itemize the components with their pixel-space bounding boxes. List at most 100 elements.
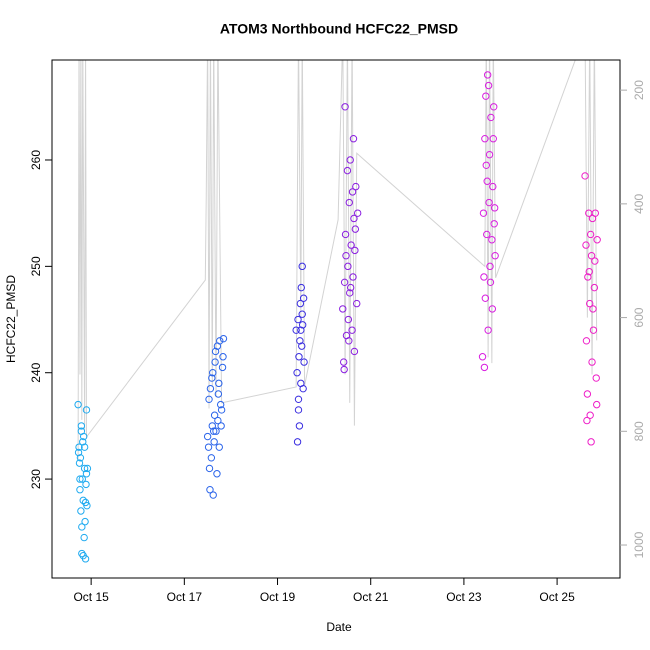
data-point (490, 204, 499, 212)
y2-tick-label: 1000 (632, 531, 646, 558)
y-tick-label: 230 (29, 469, 43, 489)
data-point (297, 326, 305, 334)
data-point (296, 299, 305, 308)
data-point (481, 294, 490, 302)
data-point (488, 305, 497, 313)
data-point (77, 427, 86, 435)
data-point (295, 353, 303, 361)
data-point (481, 135, 489, 143)
data-point (591, 209, 600, 217)
y-tick-label: 250 (29, 256, 43, 276)
data-point (210, 438, 218, 446)
data-point (582, 337, 591, 345)
data-point (353, 209, 362, 217)
data-point (350, 347, 359, 356)
data-point (343, 166, 352, 175)
data-point (217, 406, 226, 414)
data-point (589, 326, 598, 334)
data-point (339, 305, 347, 313)
x-tick-label: Oct 19 (260, 590, 296, 604)
x-tick-label: Oct 25 (539, 590, 575, 604)
data-point (582, 241, 590, 249)
x-tick-label: Oct 21 (353, 590, 389, 604)
data-point (80, 533, 88, 542)
data-point (204, 443, 213, 451)
data-point (591, 257, 599, 265)
data-point (215, 443, 223, 451)
data-point (346, 289, 354, 297)
data-point (341, 103, 349, 111)
data-point (587, 252, 596, 260)
data-point (486, 278, 495, 287)
data-point (584, 273, 592, 281)
x-axis-label: Date (326, 620, 352, 634)
data-point (74, 448, 83, 457)
x-tick-label: Oct 15 (73, 590, 109, 604)
data-point (210, 411, 219, 419)
y-tick-label: 260 (29, 150, 43, 170)
data-point (76, 475, 84, 483)
data-point (593, 236, 601, 244)
data-point (590, 283, 599, 292)
data-point (491, 252, 499, 260)
chart-title: ATOM3 Northbound HCFC22_PMSD (220, 21, 458, 37)
data-point (82, 480, 90, 489)
data-point (213, 470, 221, 478)
data-point (581, 172, 589, 180)
data-point (346, 283, 355, 292)
data-point (298, 310, 306, 318)
data-point (300, 358, 308, 366)
data-point (80, 464, 89, 473)
data-point (212, 427, 220, 435)
data-point (345, 198, 353, 207)
profile-line (77, 60, 598, 460)
data-point (482, 161, 490, 170)
data-point (298, 262, 306, 271)
data-point (216, 400, 225, 409)
data-point (77, 422, 86, 430)
plot-area (74, 60, 601, 563)
data-point (350, 214, 358, 223)
data-point (592, 374, 600, 382)
y2-tick-label: 200 (632, 80, 646, 100)
data-point (344, 315, 353, 324)
data-point (206, 384, 215, 393)
data-point (293, 369, 301, 377)
data-point (484, 81, 493, 90)
data-point (203, 432, 212, 441)
data-point (75, 459, 84, 467)
data-point (589, 305, 597, 313)
data-point (79, 438, 87, 446)
data-point (482, 92, 490, 100)
data-point (486, 262, 494, 271)
data-point (209, 369, 217, 377)
data-point (82, 470, 91, 478)
data-point (341, 230, 350, 239)
data-point (205, 395, 213, 404)
data-point (586, 411, 594, 419)
data-point (81, 517, 89, 526)
data-point (205, 464, 214, 473)
data-point (219, 353, 227, 361)
data-point (219, 334, 228, 343)
data-point (485, 198, 493, 207)
data-point (218, 363, 227, 372)
y-tick-label: 240 (29, 362, 43, 382)
data-point (586, 299, 594, 308)
data-point (209, 427, 218, 435)
data-point (80, 443, 89, 451)
data-point (214, 390, 223, 398)
data-point (211, 358, 219, 366)
data-point (484, 326, 492, 334)
data-point (207, 454, 216, 462)
data-point (292, 326, 300, 334)
data-point (593, 400, 601, 409)
data-point (348, 326, 356, 334)
data-point (480, 273, 488, 281)
data-point (74, 400, 82, 409)
y-axis-label: HCFC22_PMSD (4, 275, 18, 363)
data-point (342, 252, 350, 260)
data-point (489, 135, 497, 143)
